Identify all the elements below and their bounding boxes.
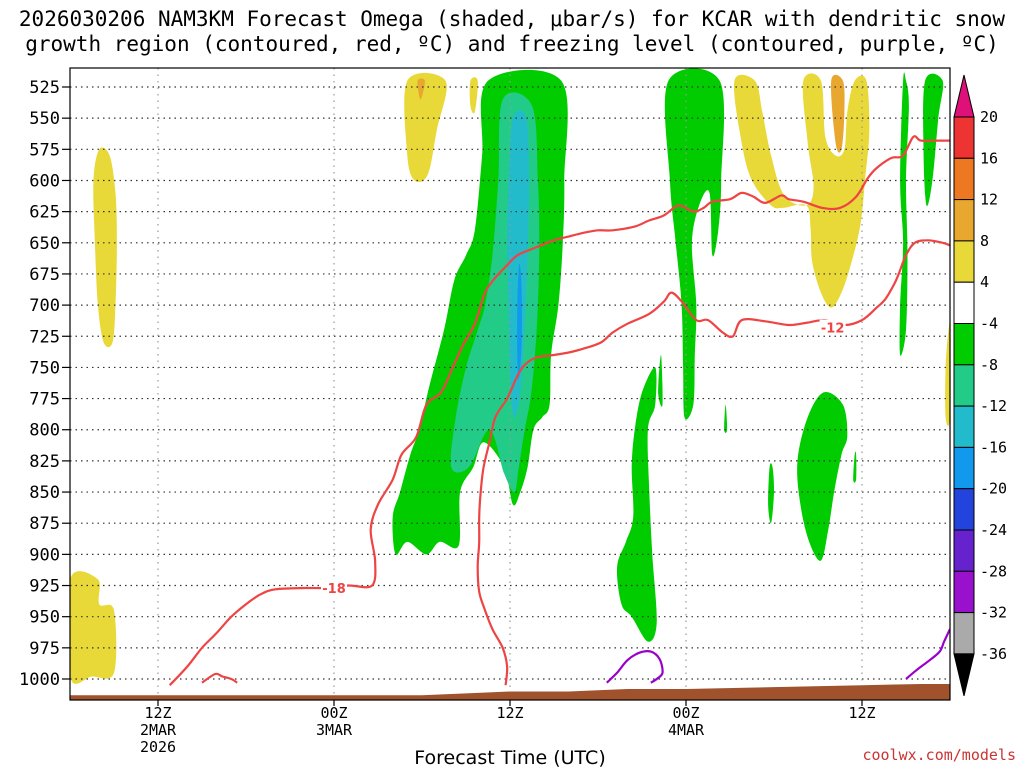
colorbar-tick-label: -24 (980, 521, 1007, 539)
x-tick-label: 4MAR (668, 721, 705, 739)
omega-region-rising-weak (616, 367, 657, 642)
contour-label-bg (321, 580, 347, 597)
omega-region-rising-weak (899, 72, 909, 356)
colorbar-tick-label: -16 (980, 438, 1007, 456)
contour-label: -12 (821, 322, 845, 337)
colorbar-tick-label: 16 (980, 149, 998, 167)
y-tick-label: 825 (29, 452, 60, 472)
omega-region-rising-weak (768, 463, 775, 524)
colorbar-tick-label: -8 (980, 356, 998, 374)
omega-region-rising-weak (658, 354, 663, 407)
ground-fill (70, 684, 950, 700)
x-tick-label: 00Z (320, 704, 347, 722)
y-tick-label: 575 (29, 140, 60, 160)
omega-region-rising-max (517, 263, 523, 381)
colorbar-segment (953, 612, 975, 655)
omega-region-rising-weak (664, 68, 725, 420)
colorbar-tick-label: -12 (980, 397, 1007, 415)
omega-region-sinking-weak (70, 571, 117, 684)
colorbar-segment (953, 446, 975, 490)
omega-region-rising-strong (507, 110, 530, 418)
omega-region-sinking-weak (733, 73, 870, 308)
omega-region-rising-weak (797, 391, 848, 561)
colorbar-segment (953, 281, 975, 325)
y-tick-label: 800 (29, 421, 60, 441)
plot-grid (70, 68, 950, 700)
y-tick-label: 925 (29, 577, 60, 597)
colorbar-tick-label: 4 (980, 273, 989, 291)
freezing-level-contour (905, 628, 950, 680)
colorbar-segment (953, 405, 975, 448)
colorbar-segment (953, 570, 975, 614)
ground-surface (70, 684, 950, 700)
y-tick-label: 550 (29, 109, 60, 129)
colorbar-tick-label: -32 (980, 604, 1007, 622)
y-tick-label: 975 (29, 639, 60, 659)
chart-title-line-2: growth region (contoured, red, ºC) and f… (25, 32, 999, 56)
omega-region-sinking-mod (417, 78, 425, 100)
y-tick-label: 750 (29, 358, 60, 378)
y-tick-label: 950 (29, 608, 60, 628)
colorbar-segment (953, 116, 975, 159)
omega-region-sinking-weak (404, 72, 447, 183)
contour-label: -18 (322, 582, 346, 597)
colorbar-tick-label: 8 (980, 232, 989, 250)
contour-lines: -18 -12 (168, 135, 950, 686)
colorbar-tick-label: -4 (980, 315, 998, 333)
y-tick-label: 700 (29, 296, 60, 316)
colorbar: 20 16 12 8 4 -4 -8 -12 -16 -20 -24 -28 -32 -36 (953, 74, 1007, 697)
x-tick-label: 12Z (496, 704, 523, 722)
colorbar-segment (953, 529, 975, 572)
y-tick-label: 900 (29, 545, 60, 565)
colorbar-segment (953, 364, 975, 407)
colorbar-top-arrow (953, 74, 975, 118)
x-tick-label: 00Z (672, 704, 699, 722)
x-tick-label: 3MAR (316, 721, 353, 739)
colorbar-tick-label: 12 (980, 191, 998, 209)
y-tick-label: 775 (29, 390, 60, 410)
colorbar-segment (953, 323, 975, 366)
freezing-level-contour (606, 650, 664, 684)
colorbar-tick-label: -28 (980, 562, 1007, 580)
dgz-contour-line (476, 239, 950, 686)
omega-region-sinking-weak (945, 321, 950, 426)
contour-label-bg (819, 319, 846, 336)
y-tick-label: 1000 (19, 670, 60, 690)
colorbar-segment (953, 240, 975, 283)
colorbar-segment (953, 157, 975, 201)
colorbar-bottom-arrow (953, 653, 975, 697)
y-tick-label: 850 (29, 483, 60, 503)
x-tick-label: 12Z (848, 704, 875, 722)
omega-region-sinking-weak (469, 77, 478, 114)
y-axis-pressure: 525 550 575 600 625 650 675 700 725 750 775 800 825 8… (19, 78, 70, 690)
colorbar-tick-label: -36 (980, 645, 1007, 663)
x-tick-label: 2MAR (140, 721, 177, 739)
credit-text: coolwx.com/models (862, 746, 1016, 764)
y-tick-label: 725 (29, 327, 60, 347)
y-tick-label: 625 (29, 203, 60, 223)
y-tick-label: 875 (29, 514, 60, 534)
y-tick-label: 650 (29, 234, 60, 254)
omega-region-sinking-mod (830, 74, 845, 153)
omega-region-rising-weak (853, 451, 857, 483)
y-tick-label: 525 (29, 78, 60, 98)
omega-shaded-regions (70, 68, 950, 684)
dgz-contour-line (201, 672, 238, 684)
colorbar-tick-label: -20 (980, 480, 1007, 498)
x-tick-label: 12Z (144, 704, 171, 722)
chart-title-line-1: 2026030206 NAM3KM Forecast Omega (shaded… (19, 7, 1006, 31)
x-axis-label: Forecast Time (UTC) (414, 747, 605, 768)
y-tick-label: 675 (29, 265, 60, 285)
colorbar-segment (953, 199, 975, 242)
colorbar-segment (953, 488, 975, 531)
omega-region-rising-weak (724, 404, 728, 433)
x-tick-label: 2026 (140, 738, 176, 756)
y-tick-label: 600 (29, 171, 60, 191)
omega-region-sinking-weak (93, 147, 117, 348)
colorbar-tick-label: 20 (980, 108, 998, 126)
